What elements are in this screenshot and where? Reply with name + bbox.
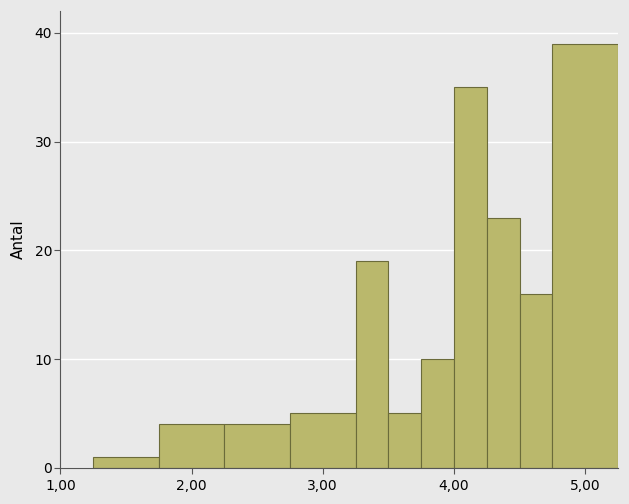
Bar — [225, 424, 290, 468]
Y-axis label: Antal: Antal — [11, 220, 26, 259]
Bar — [454, 87, 487, 468]
Bar — [421, 359, 454, 468]
Bar — [388, 413, 421, 468]
Bar — [93, 457, 159, 468]
Bar — [520, 294, 552, 468]
Bar — [487, 218, 520, 468]
Bar — [355, 261, 388, 468]
Bar — [159, 424, 225, 468]
Bar — [552, 44, 618, 468]
Bar — [290, 413, 355, 468]
